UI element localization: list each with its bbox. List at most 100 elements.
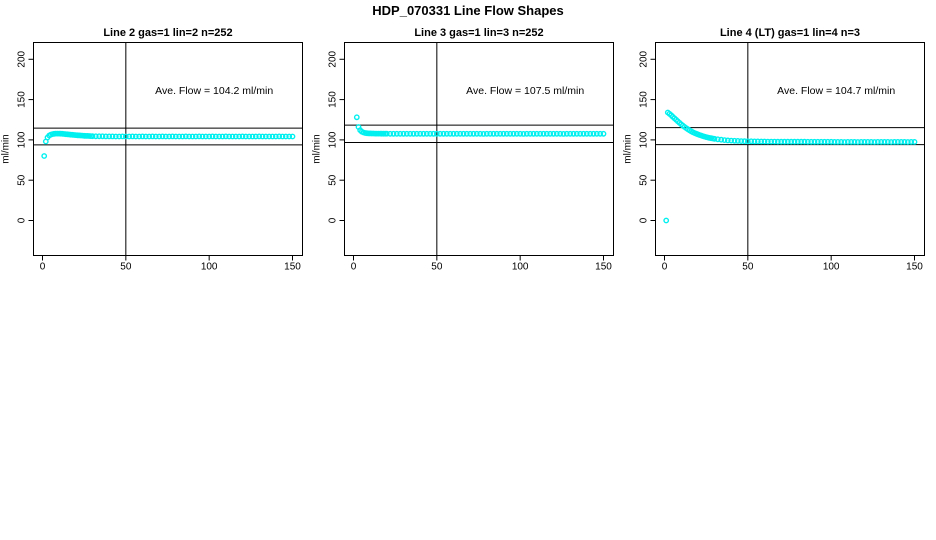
data-point	[878, 138, 885, 145]
data-point	[828, 138, 835, 145]
data-point	[874, 138, 881, 145]
panel-line-2: Line 2 gas=1 lin=2 n=252 Ave. Flow = 104…	[1, 27, 303, 273]
data-point	[517, 130, 524, 137]
data-point	[788, 138, 795, 145]
data-point	[443, 130, 450, 137]
x-tick-label: 0	[351, 262, 357, 273]
data-point	[908, 138, 915, 145]
y-tick-label: 0	[639, 217, 650, 223]
data-point	[771, 138, 778, 145]
data-point	[794, 138, 801, 145]
data-point	[547, 130, 554, 137]
data-point	[560, 130, 567, 137]
data-point	[831, 138, 838, 145]
data-point	[500, 130, 507, 137]
data-point	[587, 130, 594, 137]
data-point	[279, 133, 286, 140]
data-point	[821, 138, 828, 145]
plot-box	[655, 42, 925, 256]
x-tick-label: 100	[201, 262, 218, 273]
data-point	[226, 133, 233, 140]
data-point	[480, 130, 487, 137]
data-point	[751, 138, 758, 145]
data-point	[417, 130, 424, 137]
data-point	[196, 133, 203, 140]
data-point	[563, 130, 570, 137]
data-point	[520, 130, 527, 137]
data-point	[136, 133, 143, 140]
data-point	[884, 138, 891, 145]
data-point	[262, 133, 269, 140]
data-point	[811, 138, 818, 145]
data-point	[142, 133, 149, 140]
data-point	[861, 138, 868, 145]
data-point	[453, 130, 460, 137]
data-point	[513, 130, 520, 137]
data-point	[754, 138, 761, 145]
data-point	[854, 139, 861, 145]
y-tick-label: 50	[328, 174, 339, 186]
plot-area: 0 50 100 150 0 50 100 150 200	[639, 42, 925, 273]
data-point	[490, 130, 497, 137]
y-tick-label: 100	[328, 131, 339, 148]
data-point	[199, 133, 206, 140]
data-point	[758, 138, 765, 145]
data-point	[734, 137, 741, 144]
x-tick-label: 50	[742, 262, 754, 273]
data-point	[864, 138, 871, 145]
x-tick-label: 150	[284, 262, 301, 273]
panel-title: Line 3 gas=1 lin=3 n=252	[414, 27, 543, 39]
data-point	[212, 133, 219, 140]
data-point	[738, 138, 745, 145]
data-point	[871, 139, 878, 145]
data-point	[781, 138, 788, 145]
data-point	[437, 130, 444, 137]
data-point	[487, 130, 494, 137]
y-tick-label: 150	[328, 91, 339, 108]
data-point	[858, 138, 865, 145]
data-point	[583, 130, 590, 137]
y-axis-label: ml/min	[312, 134, 323, 163]
y-axis-label: ml/min	[1, 134, 12, 163]
y-tick-label: 0	[17, 217, 28, 223]
data-point	[473, 130, 480, 137]
data-point	[249, 133, 256, 140]
data-point	[269, 133, 276, 140]
data-point	[577, 130, 584, 137]
data-point	[483, 130, 490, 137]
data-point	[206, 133, 213, 140]
data-point	[450, 130, 457, 137]
data-point	[259, 133, 266, 140]
data-point	[778, 138, 785, 145]
y-tick-label: 0	[328, 217, 339, 223]
data-point	[390, 130, 397, 137]
data-point	[724, 137, 731, 144]
data-point	[798, 138, 805, 145]
data-point	[122, 133, 129, 140]
data-point	[714, 136, 721, 143]
data-point	[102, 133, 109, 140]
data-point	[503, 130, 510, 137]
data-point	[573, 130, 580, 137]
panel-title: Line 4 (LT) gas=1 lin=4 n=3	[720, 27, 860, 39]
data-point	[266, 133, 273, 140]
x-tick-label: 100	[512, 262, 529, 273]
y-tick-label: 100	[17, 131, 28, 148]
data-point	[116, 133, 123, 140]
x-tick-label: 0	[40, 262, 46, 273]
data-point	[413, 130, 420, 137]
data-point	[718, 136, 725, 143]
data-point	[156, 133, 163, 140]
data-point	[242, 133, 249, 140]
y-tick-label: 100	[639, 131, 650, 148]
panel-line-3: Line 3 gas=1 lin=3 n=252 Ave. Flow = 107…	[312, 27, 614, 273]
plot-box	[344, 42, 614, 256]
x-tick-label: 150	[595, 262, 612, 273]
data-point	[911, 138, 918, 145]
data-point	[808, 138, 815, 145]
data-point	[232, 133, 239, 140]
data-point	[824, 138, 831, 145]
data-point	[126, 133, 133, 140]
data-point	[430, 130, 437, 137]
data-point	[272, 133, 279, 140]
